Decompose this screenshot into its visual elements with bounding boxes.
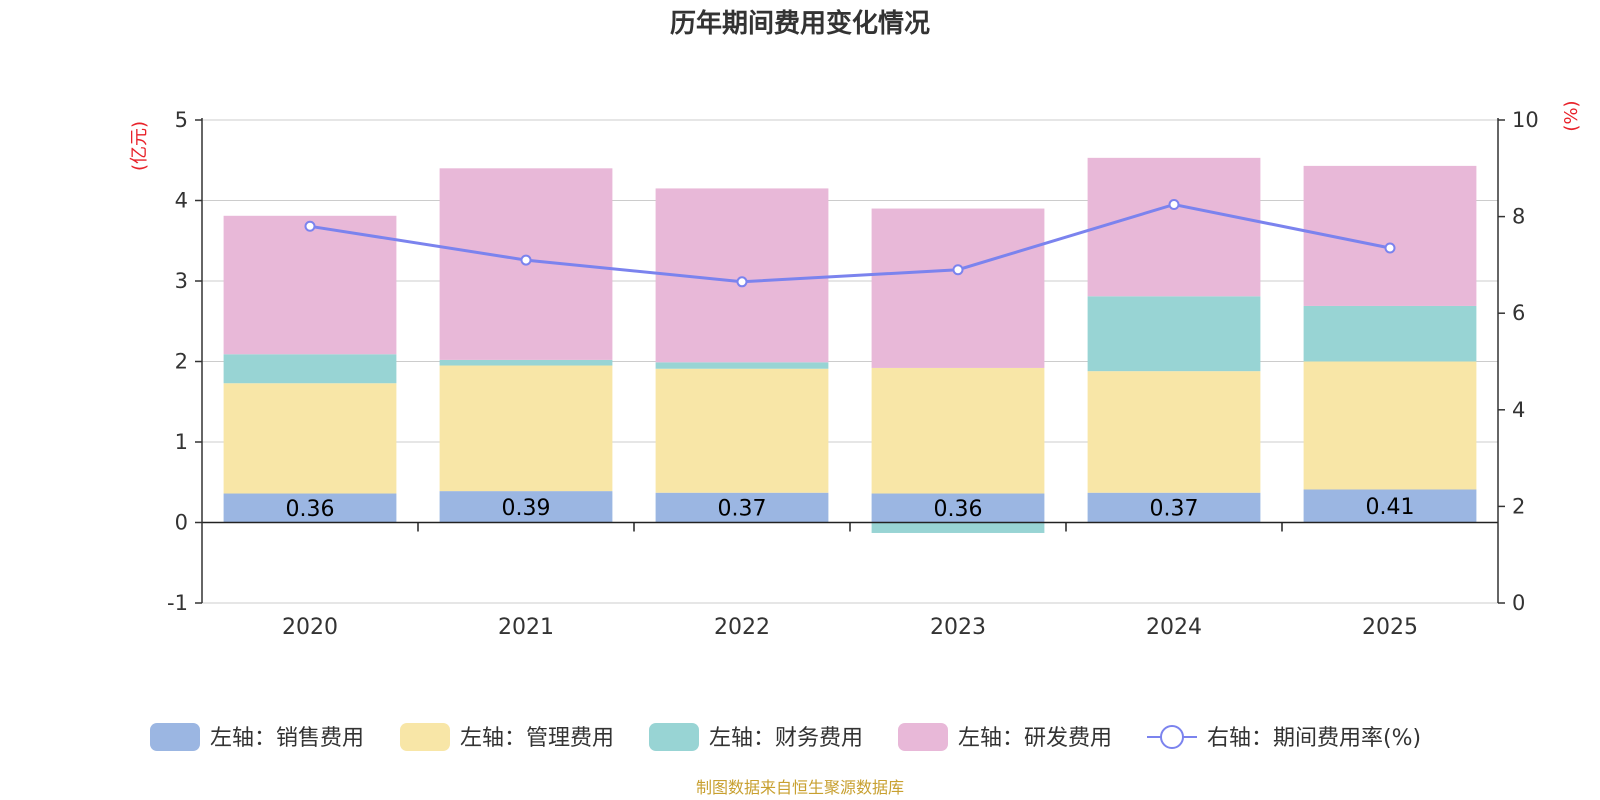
data-label-2023: 0.36 — [934, 497, 983, 522]
bar-2024-series-2 — [1087, 296, 1261, 372]
left-tick-label: 5 — [175, 108, 188, 132]
rate-point-2022 — [736, 276, 748, 288]
line-layer — [304, 199, 1396, 288]
left-tick-label: 1 — [175, 430, 188, 454]
bar-2020-series-2 — [223, 354, 397, 384]
left-tick-label: -1 — [167, 591, 188, 615]
legend-label-2: 左轴：财务费用 — [709, 726, 863, 751]
right-tick-label: 4 — [1512, 398, 1525, 422]
bar-2023-series-2 — [871, 522, 1045, 533]
left-axis-unit: (亿元) — [129, 121, 150, 171]
bar-2024-series-3 — [1087, 157, 1261, 297]
right-tick-label: 0 — [1512, 591, 1525, 615]
bar-layer — [223, 157, 1477, 533]
legend-swatch-1 — [400, 723, 450, 751]
bar-2024-series-1 — [1087, 371, 1261, 493]
x-tick-label-2022: 2022 — [714, 615, 770, 640]
legend-label-3: 左轴：研发费用 — [958, 726, 1112, 751]
x-tick-label-2023: 2023 — [930, 615, 986, 640]
rate-line — [309, 202, 1391, 284]
right-tick-label: 8 — [1512, 205, 1525, 229]
rate-point-2025 — [1384, 242, 1396, 254]
data-label-2020: 0.36 — [286, 497, 335, 522]
rate-point-2024 — [1168, 199, 1180, 211]
bar-2022-series-0 — [655, 492, 829, 523]
x-tick-label-2021: 2021 — [498, 615, 554, 640]
bar-2020-series-0 — [223, 493, 397, 523]
right-tick-label: 6 — [1512, 301, 1525, 325]
left-tick-label: 0 — [175, 511, 188, 535]
right-axis-unit: (%) — [1561, 100, 1582, 131]
bar-2025-series-1 — [1303, 361, 1477, 490]
legend-swatch-2 — [649, 723, 699, 751]
rate-point-2023 — [952, 264, 964, 276]
bar-2023-series-0 — [871, 493, 1045, 523]
rate-point-2020 — [304, 220, 316, 232]
chart-title: 历年期间费用变化情况 — [670, 8, 930, 39]
data-label-2021: 0.39 — [502, 496, 551, 521]
x-tick-label-2020: 2020 — [282, 615, 338, 640]
left-tick-label: 4 — [175, 189, 188, 213]
source-note: 制图数据来自恒生聚源数据库 — [696, 778, 904, 797]
left-tick-label: 2 — [175, 350, 188, 374]
data-label-2022: 0.37 — [718, 497, 767, 522]
label-layer: 0.36 0.39 0.37 0.36 0.37 0.41 — [286, 495, 1415, 522]
x-tick-label-2025: 2025 — [1362, 615, 1418, 640]
bar-2020-series-1 — [223, 383, 397, 494]
bar-2021-series-2 — [439, 359, 613, 366]
x-tick-label-2024: 2024 — [1146, 615, 1202, 640]
legend-swatch-0 — [150, 723, 200, 751]
bar-2021-series-1 — [439, 365, 613, 492]
right-tick-label: 10 — [1512, 108, 1539, 132]
bar-2025-series-0 — [1303, 489, 1477, 523]
right-tick-label: 2 — [1512, 494, 1525, 518]
bar-2021-series-0 — [439, 491, 613, 523]
grid-lines — [202, 119, 1498, 604]
legend: 左轴：销售费用 左轴：管理费用 左轴：财务费用 左轴：研发费用 右轴：期间费用率(%) — [150, 723, 1421, 751]
left-tick-label: 3 — [175, 269, 188, 293]
legend-label-0: 左轴：销售费用 — [210, 726, 364, 751]
bar-2022-series-2 — [655, 362, 829, 369]
legend-label-4: 右轴：期间费用率(%) — [1207, 726, 1421, 751]
rate-point-2021 — [520, 254, 532, 266]
axis-layer: -1 0 1 2 3 4 5 0 2 4 6 8 10 2020 2021 2022 2023 2024 2025 — [167, 108, 1539, 640]
bar-2020-series-3 — [223, 215, 397, 355]
bar-2022-series-1 — [655, 368, 829, 493]
bar-2023-series-3 — [871, 208, 1045, 368]
data-label-2024: 0.37 — [1150, 497, 1199, 522]
bar-2024-series-0 — [1087, 492, 1261, 523]
data-label-2025: 0.41 — [1366, 495, 1415, 520]
bar-2025-series-2 — [1303, 305, 1477, 362]
legend-marker-swatch — [1160, 725, 1184, 749]
legend-swatch-3 — [898, 723, 948, 751]
bar-2023-series-1 — [871, 367, 1045, 494]
legend-label-1: 左轴：管理费用 — [460, 726, 614, 751]
